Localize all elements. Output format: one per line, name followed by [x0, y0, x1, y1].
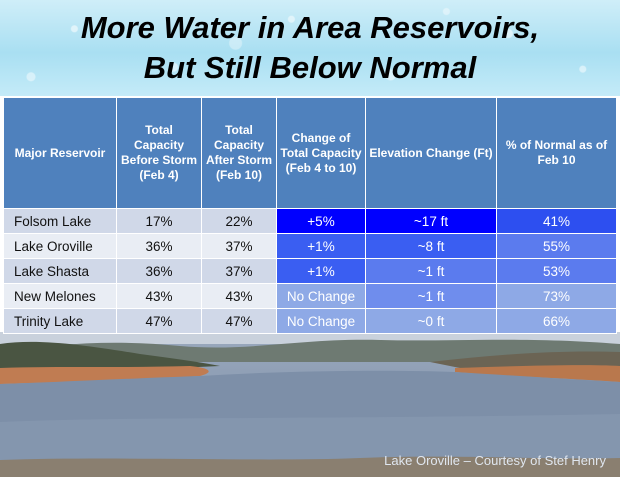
elevation-change: ~8 ft — [365, 233, 497, 259]
percent-of-normal: 73% — [496, 283, 617, 309]
capacity-after: 37% — [201, 233, 277, 259]
capacity-change: +5% — [276, 208, 366, 234]
percent-of-normal: 66% — [496, 308, 617, 334]
elevation-change: ~1 ft — [365, 258, 497, 284]
lake-landscape — [0, 332, 620, 477]
title-line-1: More Water in Area Reservoirs, — [80, 10, 540, 45]
capacity-before: 36% — [116, 258, 202, 284]
capacity-after: 37% — [201, 258, 277, 284]
table-row: New Melones 43% 43% No Change ~1 ft 73% — [3, 283, 617, 309]
elevation-change: ~17 ft — [365, 208, 497, 234]
table-row: Trinity Lake 47% 47% No Change ~0 ft 66% — [3, 308, 617, 334]
table-row: Folsom Lake 17% 22% +5% ~17 ft 41% — [3, 208, 617, 234]
capacity-change: +1% — [276, 233, 366, 259]
reservoir-name: Trinity Lake — [3, 308, 117, 334]
percent-of-normal: 55% — [496, 233, 617, 259]
reservoir-name: New Melones — [3, 283, 117, 309]
reservoir-name: Lake Shasta — [3, 258, 117, 284]
title-line-2: But Still Below Normal — [143, 50, 477, 85]
reservoir-table: Major Reservoir Total Capacity Before St… — [3, 97, 617, 334]
elevation-change: ~1 ft — [365, 283, 497, 309]
reservoir-name: Lake Oroville — [3, 233, 117, 259]
photo-credit: Lake Oroville – Courtesy of Stef Henry — [384, 453, 606, 468]
header-percent-normal: % of Normal as of Feb 10 — [496, 97, 617, 209]
capacity-before: 47% — [116, 308, 202, 334]
header-capacity-before: Total Capacity Before Storm (Feb 4) — [116, 97, 202, 209]
capacity-before: 17% — [116, 208, 202, 234]
percent-of-normal: 41% — [496, 208, 617, 234]
capacity-after: 43% — [201, 283, 277, 309]
capacity-change: No Change — [276, 283, 366, 309]
table-row: Lake Oroville 36% 37% +1% ~8 ft 55% — [3, 233, 617, 259]
header-change-capacity: Change of Total Capacity (Feb 4 to 10) — [276, 97, 366, 209]
capacity-after: 22% — [201, 208, 277, 234]
header-capacity-after: Total Capacity After Storm (Feb 10) — [201, 97, 277, 209]
capacity-change: No Change — [276, 308, 366, 334]
capacity-before: 36% — [116, 233, 202, 259]
capacity-change: +1% — [276, 258, 366, 284]
header-major-reservoir: Major Reservoir — [3, 97, 117, 209]
capacity-before: 43% — [116, 283, 202, 309]
elevation-change: ~0 ft — [365, 308, 497, 334]
header-elevation-change: Elevation Change (Ft) — [365, 97, 497, 209]
table-row: Lake Shasta 36% 37% +1% ~1 ft 53% — [3, 258, 617, 284]
capacity-after: 47% — [201, 308, 277, 334]
table-header-row: Major Reservoir Total Capacity Before St… — [3, 97, 617, 209]
percent-of-normal: 53% — [496, 258, 617, 284]
reservoir-name: Folsom Lake — [3, 208, 117, 234]
title-banner: More Water in Area Reservoirs, But Still… — [0, 0, 620, 96]
lake-photo: Lake Oroville – Courtesy of Stef Henry — [0, 332, 620, 477]
